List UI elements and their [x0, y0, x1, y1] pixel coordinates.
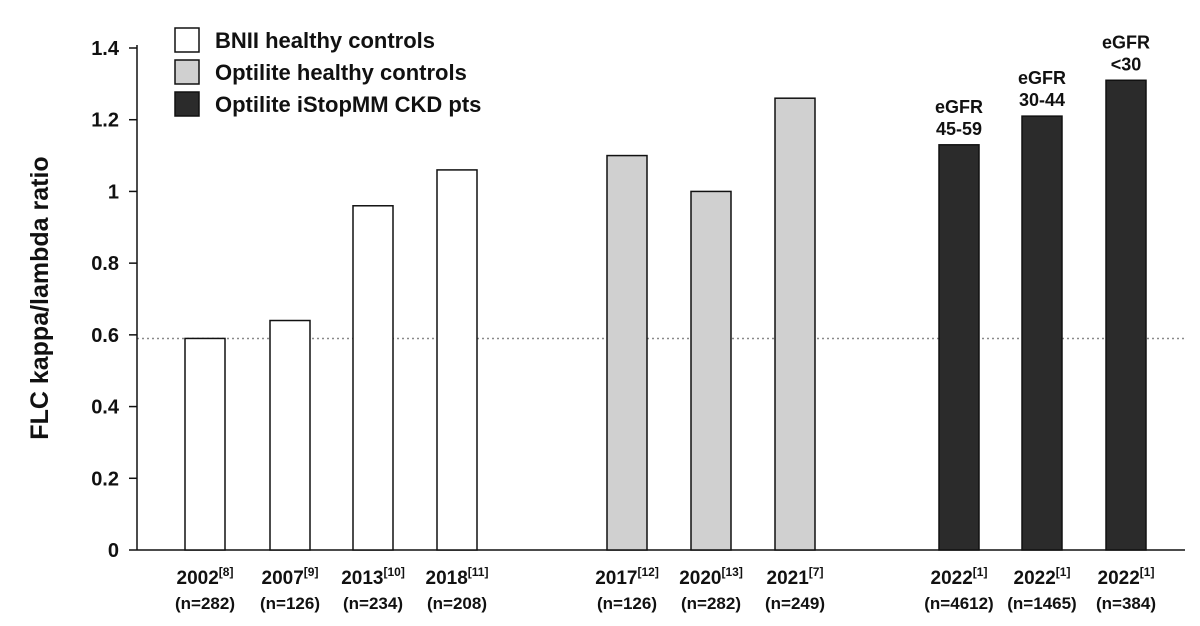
x-tick-sample-size: (n=282): [681, 594, 741, 613]
bar-annotation: 30-44: [1019, 90, 1065, 110]
x-tick-label: 2013[10]: [341, 565, 405, 589]
bar-annotation: <30: [1111, 54, 1142, 74]
bar: [184, 337, 226, 551]
x-tick-label: 2020[13]: [679, 565, 743, 589]
y-axis-label: FLC kappa/lambda ratio: [26, 156, 54, 439]
x-tick-reference: [7]: [809, 565, 824, 579]
x-tick-label: 2007[9]: [262, 565, 319, 589]
bar: [436, 169, 478, 551]
x-tick-reference: [1]: [973, 565, 988, 579]
x-tick-year: 2018: [426, 568, 468, 589]
bar: [774, 97, 816, 551]
y-tick-label: 1: [108, 181, 119, 203]
x-tick-year: 2007: [262, 568, 304, 589]
bar-annotation: eGFR: [1018, 68, 1066, 88]
x-tick-year: 2022: [1098, 568, 1140, 589]
x-tick-sample-size: (n=126): [597, 594, 657, 613]
y-tick-label: 0.8: [91, 253, 119, 275]
x-tick-year: 2017: [595, 568, 637, 589]
x-tick-year: 2022: [931, 568, 973, 589]
x-tick-sample-size: (n=4612): [924, 594, 993, 613]
y-tick-label: 1.2: [91, 110, 119, 132]
bar: [1105, 79, 1147, 551]
bar: [690, 190, 732, 551]
x-tick-sample-size: (n=384): [1096, 594, 1156, 613]
legend-swatch: [174, 59, 200, 85]
y-tick-label: 0.2: [91, 468, 119, 490]
x-tick-year: 2022: [1014, 568, 1056, 589]
x-tick-sample-size: (n=249): [765, 594, 825, 613]
x-tick-reference: [13]: [721, 565, 742, 579]
legend-label: BNII healthy controls: [215, 28, 435, 53]
x-tick-year: 2013: [341, 568, 383, 589]
x-tick-label: 2022[1]: [1098, 565, 1155, 589]
legend-label: Optilite healthy controls: [215, 60, 467, 85]
x-tick-sample-size: (n=1465): [1007, 594, 1076, 613]
x-tick-label: 2002[8]: [177, 565, 234, 589]
y-tick-label: 0.6: [91, 325, 119, 347]
bar: [606, 154, 648, 551]
legend-label: Optilite iStopMM CKD pts: [215, 92, 481, 117]
y-tick-label: 1.4: [91, 38, 120, 60]
x-tick-reference: [9]: [304, 565, 319, 579]
bar: [352, 205, 394, 551]
x-tick-year: 2002: [177, 568, 219, 589]
x-tick-reference: [11]: [468, 565, 489, 579]
x-tick-reference: [12]: [637, 565, 658, 579]
x-tick-reference: [8]: [219, 565, 234, 579]
y-tick-label: 0: [108, 540, 119, 562]
bar: [1021, 115, 1063, 551]
x-tick-sample-size: (n=282): [175, 594, 235, 613]
x-tick-label: 2022[1]: [1014, 565, 1071, 589]
x-tick-sample-size: (n=234): [343, 594, 403, 613]
bar-annotation: 45-59: [936, 119, 982, 139]
bar: [938, 144, 980, 551]
x-tick-reference: [1]: [1140, 565, 1155, 579]
x-tick-reference: [1]: [1056, 565, 1071, 579]
y-tick-label: 0.4: [91, 397, 120, 419]
bar-annotation: eGFR: [935, 97, 983, 117]
x-tick-label: 2022[1]: [931, 565, 988, 589]
x-tick-label: 2017[12]: [595, 565, 659, 589]
x-tick-year: 2021: [767, 568, 810, 589]
x-tick-year: 2020: [679, 568, 721, 589]
bar: [269, 319, 311, 551]
x-tick-label: 2021[7]: [767, 565, 824, 589]
x-tick-sample-size: (n=126): [260, 594, 320, 613]
x-tick-sample-size: (n=208): [427, 594, 487, 613]
legend-swatch: [174, 91, 200, 117]
legend-swatch: [174, 27, 200, 53]
x-tick-label: 2018[11]: [426, 565, 489, 589]
bar-annotation: eGFR: [1102, 32, 1150, 52]
x-tick-reference: [10]: [383, 565, 404, 579]
